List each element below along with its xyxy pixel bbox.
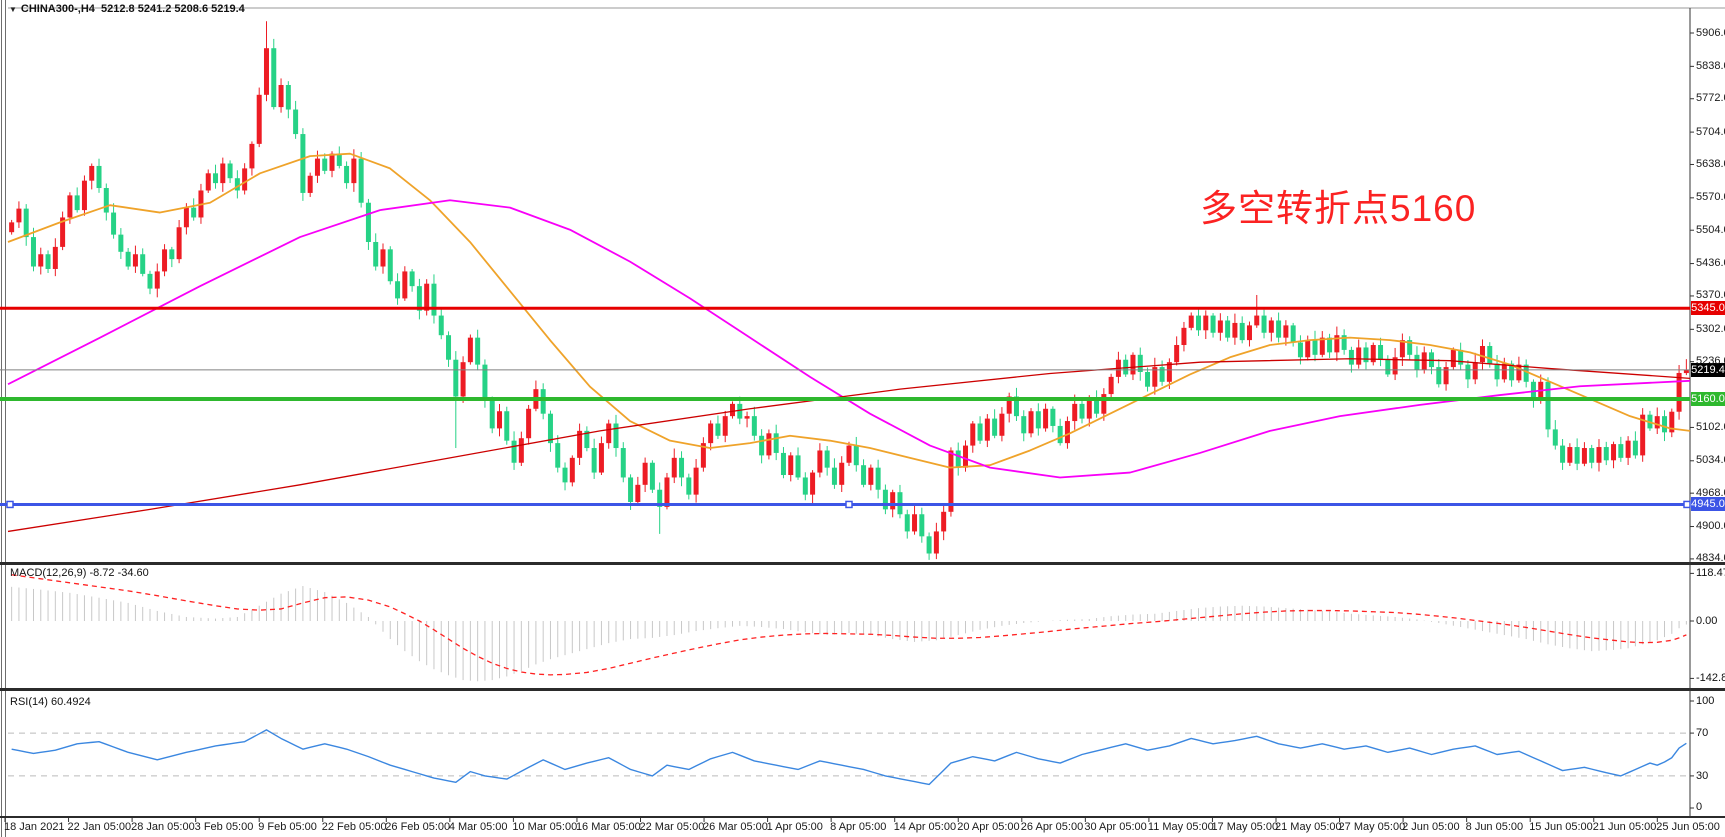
time-axis-label: 20 Apr 05:00 — [957, 821, 1020, 833]
rsi-axis-label: 100 — [1696, 695, 1715, 707]
price-axis-label: 4834.0 — [1696, 552, 1725, 565]
time-axis-label: 16 Mar 05:00 — [575, 821, 641, 833]
rsi-level-lines — [8, 732, 1690, 777]
time-axis-label: 30 Apr 05:00 — [1084, 821, 1147, 833]
macd-axis-label: -142.8 — [1696, 672, 1725, 684]
macd-signal-line — [11, 574, 1687, 676]
horizontal-lines — [0, 306, 1691, 509]
time-axis-label: 11 May 05:00 — [1147, 821, 1214, 833]
line-handle[interactable] — [845, 500, 853, 509]
time-axis-label: 22 Mar 05:00 — [639, 821, 705, 833]
time-axis-label: 28 Jan 05:00 — [131, 821, 195, 833]
candlestick-series — [9, 21, 1689, 560]
ma-orange — [7, 152, 1691, 469]
ma-magenta — [7, 199, 1691, 479]
time-axis-label: 21 Jun 05:00 — [1592, 821, 1657, 833]
window-border-left-outer — [1, 0, 2, 837]
price-axis-label: 5838.0 — [1696, 59, 1725, 72]
time-axis-label: 25 Jun 05:00 — [1656, 821, 1720, 833]
time-axis-label: 18 Jan 2021 — [4, 821, 65, 833]
price-axis-label: 5302.0 — [1696, 322, 1725, 335]
macd-axis-label: 118.47 — [1696, 567, 1725, 579]
time-axis-label: 14 Apr 05:00 — [893, 821, 957, 833]
time-axis-label: 8 Jun 05:00 — [1465, 821, 1524, 833]
time-axis-label: 22 Feb 05:00 — [321, 821, 387, 833]
time-axis-label: 15 Jun 05:00 — [1529, 821, 1593, 833]
time-axis-label: 10 Mar 05:00 — [512, 821, 578, 833]
symbol-label: CHINA300-,H4 — [20, 3, 95, 15]
time-axis-label: 27 May 05:00 — [1338, 821, 1406, 833]
axis-ticks — [4, 32, 1694, 822]
price-axis-label: 5638.0 — [1696, 157, 1725, 170]
time-axis-label: 22 Jan 05:00 — [67, 821, 132, 833]
time-axis-label: 3 Feb 05:00 — [194, 821, 254, 833]
rsi-axis-label: 30 — [1696, 770, 1709, 782]
price-axis-label: 5102.0 — [1696, 420, 1725, 433]
price-badge-pivot: 5160.0 — [1691, 392, 1725, 406]
time-axis-label: 2 Jun 05:00 — [1402, 821, 1460, 833]
macd-indicator-label: MACD(12,26,9) -8.72 -34.60 — [10, 567, 149, 579]
price-axis-label: 5704.0 — [1696, 125, 1725, 138]
price-axis-label: 5906.0 — [1696, 26, 1725, 39]
time-axis-label: 4 Mar 05:00 — [448, 821, 508, 833]
price-axis-label: 5570.0 — [1696, 191, 1725, 204]
time-axis-label: 26 Feb 05:00 — [385, 821, 451, 833]
time-axis-label: 9 Feb 05:00 — [258, 821, 317, 833]
price-badge-current: 5219.4 — [1691, 363, 1725, 377]
time-axis-label: 26 Mar 05:00 — [703, 821, 768, 833]
price-axis-label: 5236.0 — [1696, 355, 1725, 368]
price-axis-label: 4900.0 — [1696, 520, 1725, 533]
ma-red — [7, 358, 1691, 533]
line-handle[interactable] — [1683, 500, 1691, 509]
price-axis-label: 5772.0 — [1696, 92, 1725, 105]
macd-histogram — [11, 586, 1687, 682]
price-axis-label: 5370.0 — [1696, 289, 1725, 302]
moving-averages — [7, 152, 1691, 533]
time-axis-label: 21 May 05:00 — [1275, 821, 1342, 833]
time-axis-label: 8 Apr 05:00 — [830, 821, 887, 833]
price-badge-resistance: 5345.0 — [1691, 301, 1725, 315]
macd-axis-label: 0.00 — [1696, 615, 1718, 627]
time-axis-label: 17 May 05:00 — [1211, 821, 1279, 833]
time-axis-label: 26 Apr 05:00 — [1020, 821, 1084, 833]
price-axis-label: 4968.0 — [1696, 486, 1725, 499]
price-badge-support: 4945.0 — [1691, 497, 1725, 511]
time-axis-label: 1 Apr 05:00 — [766, 821, 823, 833]
rsi-indicator-label: RSI(14) 60.4924 — [10, 696, 91, 708]
rsi-axis-label: 0 — [1696, 801, 1703, 813]
panel-borders — [0, 7, 1725, 818]
symbol-header: ▼ CHINA300-,H4 5212.8 5241.2 5208.6 5219.… — [9, 3, 245, 15]
price-axis-label: 5504.0 — [1696, 223, 1725, 236]
annotation-text[interactable]: 多空转折点5160 — [1200, 188, 1477, 229]
line-handle[interactable] — [6, 500, 14, 509]
ohlc-readout: 5212.8 5241.2 5208.6 5219.4 — [101, 3, 245, 15]
symbol-dropdown-icon[interactable]: ▼ — [9, 5, 17, 14]
window-border-left-inner — [5, 0, 6, 837]
price-axis-label: 5436.0 — [1696, 257, 1725, 270]
price-axis-label: 5034.0 — [1696, 454, 1725, 467]
rsi-line — [11, 729, 1687, 786]
rsi-axis-label: 70 — [1696, 727, 1709, 739]
